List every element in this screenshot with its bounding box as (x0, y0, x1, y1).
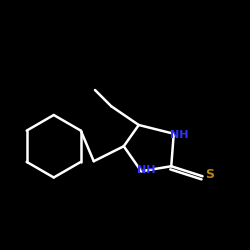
Text: NH: NH (170, 130, 188, 140)
Text: NH: NH (138, 165, 156, 175)
Text: S: S (205, 168, 214, 181)
